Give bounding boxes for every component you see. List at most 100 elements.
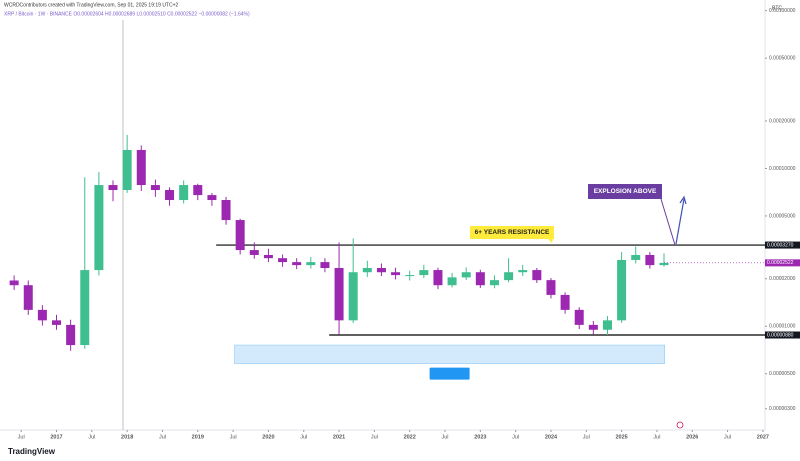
candle-body (207, 195, 217, 201)
candle-body (150, 185, 160, 191)
candle-body (249, 250, 259, 255)
annotation-pointer (548, 239, 553, 243)
pointer-line (660, 198, 676, 246)
x-tick-label: 2017 (50, 434, 62, 440)
candle-body (108, 185, 118, 191)
level-label-box (765, 331, 800, 339)
annotation: EXPLOSION ABOVE (594, 188, 657, 195)
candle-body (80, 270, 90, 346)
candle-body (602, 320, 612, 330)
symbol-line: XRP / Bitcoin · 1W · BINANCE O0.00002604… (4, 11, 250, 17)
candle-body (532, 270, 542, 281)
candle-body (122, 149, 132, 191)
x-tick-label: 2021 (333, 434, 345, 440)
last-price-label: 0.00002522 (767, 260, 794, 266)
x-tick-label: Jul (371, 434, 378, 440)
x-tick-label: 2027 (757, 434, 769, 440)
y-tick-label: 0.00005000 (769, 213, 796, 219)
candle-body (179, 185, 189, 201)
candle-body (419, 270, 429, 276)
candle-body (645, 254, 655, 266)
x-tick-label: Jul (300, 434, 307, 440)
y-tick-label: 0.00002000 (769, 276, 796, 282)
x-tick-label: Jul (88, 434, 95, 440)
x-tick-label: Jul (724, 434, 731, 440)
annotation-box (588, 184, 662, 199)
candle-body (334, 267, 344, 321)
candle-body (66, 324, 76, 346)
y-tick-label: 0.00000300 (769, 406, 796, 412)
candle-body (292, 262, 302, 266)
candle-body (433, 270, 443, 286)
candle-body (348, 272, 358, 321)
candle-body (617, 259, 627, 321)
arrow-head (679, 195, 687, 205)
measure-zone (234, 344, 665, 364)
x-tick-label: Jul (653, 434, 660, 440)
candle-body (94, 185, 104, 271)
candle-body (405, 275, 415, 277)
candle-body (475, 272, 485, 286)
candle-body (489, 280, 499, 286)
plot (9, 134, 765, 380)
x-tick-label: 2026 (686, 434, 698, 440)
level-label-box (765, 241, 800, 249)
candle-body (23, 285, 33, 310)
x-tick-label: Jul (230, 434, 237, 440)
y-tick-label: 0.00001000 (769, 324, 796, 330)
candle-body (320, 262, 330, 268)
x-tick-label: 2025 (615, 434, 627, 440)
x-tick-label: Jul (441, 434, 448, 440)
candle-body (37, 309, 47, 321)
y-tick-label: 0.00020000 (769, 118, 796, 124)
candle-body (391, 272, 401, 276)
x-tick-label: Jul (18, 434, 25, 440)
x-tick-label: 2018 (121, 434, 133, 440)
candle-body (9, 280, 19, 286)
candle-body (278, 258, 288, 263)
brand: TradingView (8, 447, 56, 456)
x-tick-label: 2019 (192, 434, 204, 440)
candle-body (165, 190, 175, 201)
candle-body (221, 200, 231, 221)
x-tick-label: 2023 (474, 434, 486, 440)
candle-body (588, 324, 598, 330)
y-tick-label: 0.00000500 (769, 371, 796, 377)
candle-body (461, 272, 471, 278)
annotation-box (470, 226, 554, 239)
candle-body (560, 294, 570, 310)
y-tick-label: 0.00100000 (769, 8, 796, 14)
candle-body (306, 262, 316, 266)
candle-body (136, 149, 146, 186)
candle-body (263, 254, 273, 259)
candle-body (376, 267, 386, 273)
x-tick-label: Jul (583, 434, 590, 440)
header: WCRDContributors created with TradingVie… (4, 2, 179, 8)
candle-body (235, 220, 245, 251)
x-tick-label: 2024 (545, 434, 558, 440)
candle-body (504, 272, 514, 281)
currency: BTC (772, 5, 782, 11)
annotation: 6+ YEARS RESISTANCE (475, 229, 550, 236)
level-label: 0.00000880 (767, 332, 794, 338)
x-tick-label: Jul (512, 434, 519, 440)
level-label: 0.00003270 (767, 242, 794, 248)
x-tick-label: Jul (159, 434, 166, 440)
x-tick-label: 2020 (262, 434, 274, 440)
candle-body (631, 254, 641, 260)
y-tick-label: 0.00010000 (769, 166, 796, 172)
candle-body (52, 320, 62, 325)
measure-label (429, 367, 470, 380)
last-price-box (765, 259, 800, 267)
candle-body (447, 277, 457, 286)
arrow-shaft (675, 198, 685, 245)
x-tick-label: 2022 (404, 434, 416, 440)
candle-body (362, 267, 372, 273)
candle-body (193, 185, 203, 196)
candle-body (574, 309, 584, 325)
candle-body (546, 280, 556, 295)
y-tick-label: 0.00050000 (769, 56, 796, 62)
candle-body (659, 262, 669, 266)
